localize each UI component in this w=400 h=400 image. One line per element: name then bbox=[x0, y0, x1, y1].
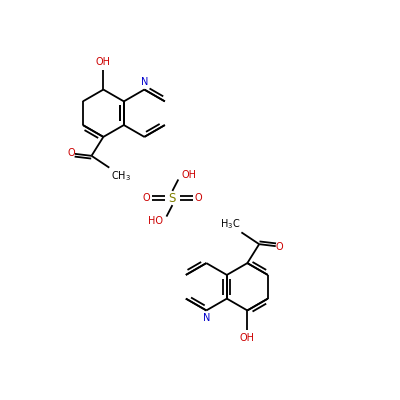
Text: O: O bbox=[276, 242, 284, 252]
Text: OH: OH bbox=[182, 170, 196, 180]
Text: N: N bbox=[141, 77, 148, 87]
Text: O: O bbox=[195, 193, 202, 203]
Text: S: S bbox=[169, 192, 176, 204]
Text: N: N bbox=[203, 313, 210, 323]
Text: OH: OH bbox=[240, 332, 255, 342]
Text: H$_3$C: H$_3$C bbox=[220, 217, 240, 231]
Text: O: O bbox=[67, 148, 75, 158]
Text: O: O bbox=[142, 193, 150, 203]
Text: OH: OH bbox=[96, 58, 111, 68]
Text: CH$_3$: CH$_3$ bbox=[111, 169, 131, 183]
Text: HO: HO bbox=[148, 216, 163, 226]
